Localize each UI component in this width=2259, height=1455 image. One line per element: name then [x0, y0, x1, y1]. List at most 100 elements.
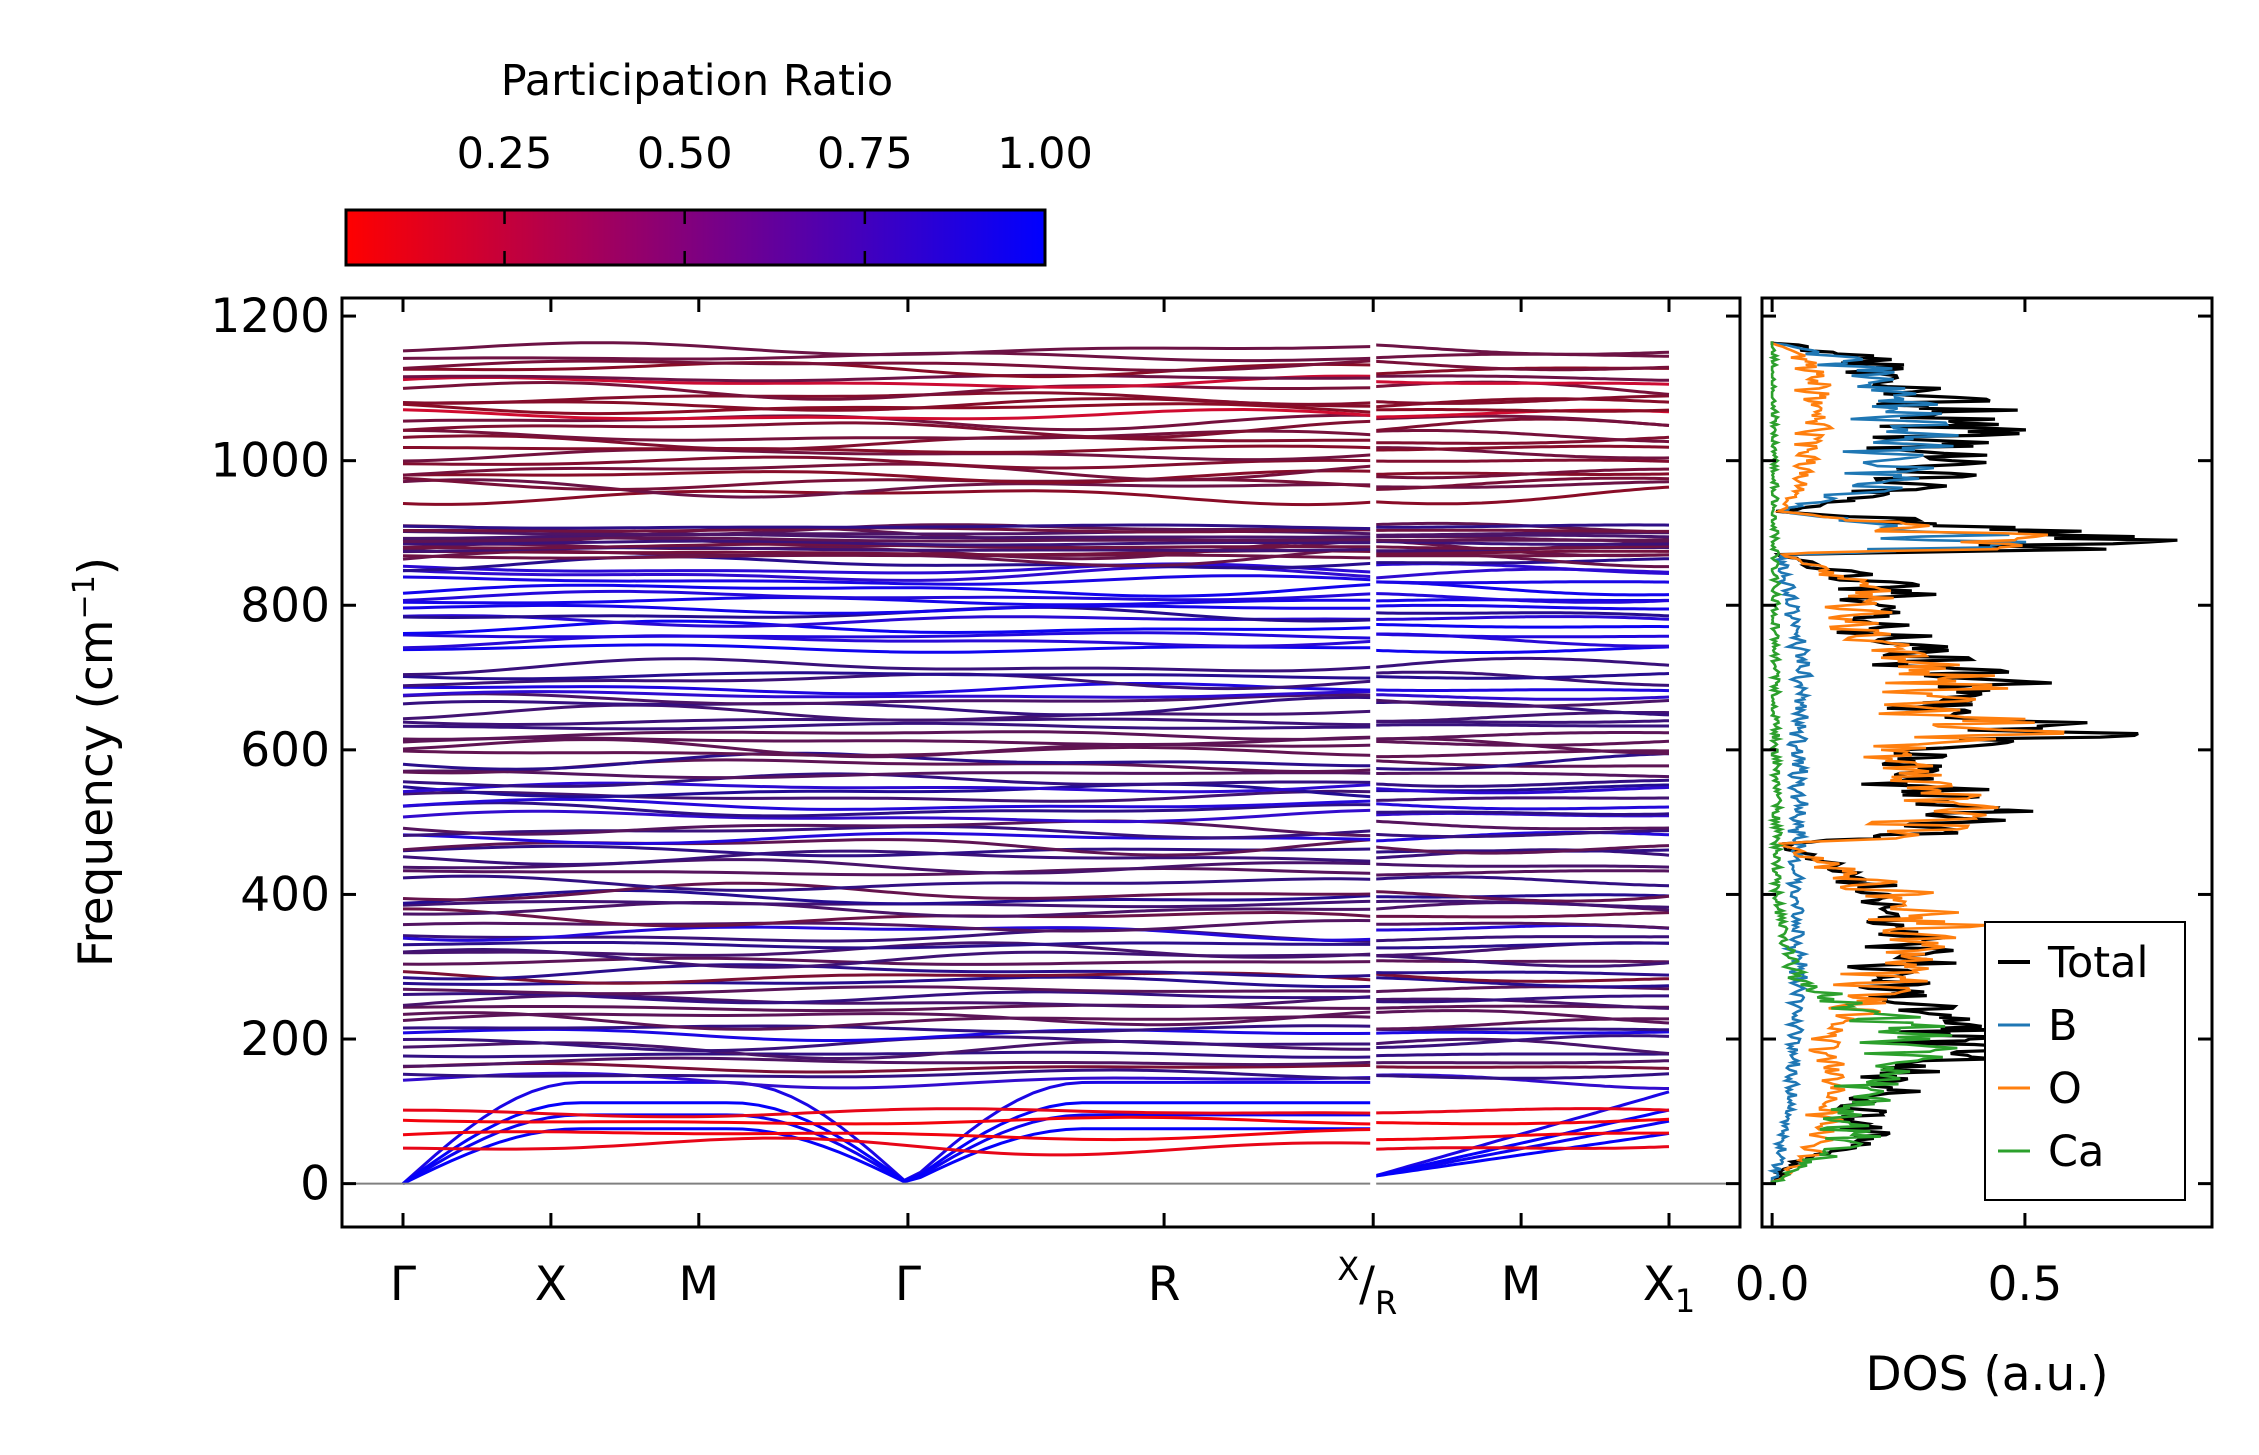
dos-plot: 0.0 0.5 DOS (a.u.) Total BO Ca — [1735, 296, 2214, 1402]
x-tick-label: X1 — [1643, 1257, 1696, 1320]
band-line — [1373, 632, 1669, 639]
band-line — [402, 634, 1374, 650]
band-line — [1373, 672, 1670, 680]
band-line — [402, 782, 1374, 799]
band-line — [1373, 528, 1669, 533]
band-line — [402, 941, 1374, 950]
band-line — [402, 881, 1374, 902]
band-line — [402, 1062, 1374, 1074]
band-line — [1373, 1052, 1669, 1058]
band-line — [1373, 394, 1670, 405]
dos-x-axis-label: DOS (a.u.) — [1865, 1347, 2108, 1402]
band-line — [402, 801, 1374, 818]
band-line — [402, 907, 1374, 928]
band-line — [402, 1128, 1374, 1142]
band-line — [1373, 540, 1669, 546]
band-line — [1373, 592, 1670, 604]
band-line — [1373, 476, 1670, 492]
band-line — [402, 574, 1374, 586]
band-line — [1373, 954, 1670, 968]
band-line — [402, 789, 1374, 803]
band-line — [402, 657, 1374, 677]
band-line — [403, 361, 1374, 379]
band-line — [402, 695, 1374, 717]
band-line — [1373, 408, 1670, 413]
band-line — [402, 918, 1374, 933]
y-axis-label-close: ) — [69, 557, 124, 575]
band-line — [1373, 374, 1669, 382]
band-line — [1373, 523, 1670, 529]
band-line — [1373, 976, 1670, 989]
band-line — [1373, 997, 1670, 1010]
band-line — [1373, 935, 1669, 943]
band-line — [1373, 1030, 1670, 1035]
band-line — [402, 671, 1374, 681]
y-axis-label: Frequency (cm−1) — [67, 557, 124, 967]
band-line — [1373, 911, 1670, 919]
x-tick-label: Γ — [390, 1257, 416, 1312]
band-line — [403, 539, 1374, 547]
band-line — [1373, 359, 1670, 372]
band-line — [402, 596, 1374, 607]
y-axis-label-text: Frequency (cm — [69, 619, 124, 967]
band-line — [402, 391, 1374, 406]
band-line — [1373, 810, 1670, 816]
x-tick-label: M — [1501, 1257, 1542, 1312]
band-line — [1373, 771, 1670, 779]
band-line — [1373, 844, 1670, 855]
band-line — [402, 523, 1374, 531]
band-line — [402, 1136, 1374, 1157]
band-line — [1373, 698, 1670, 708]
band-line — [402, 589, 1374, 602]
band-line — [1373, 645, 1670, 654]
band-line — [402, 562, 1374, 575]
band-line — [1373, 1131, 1669, 1142]
band-line — [402, 889, 1374, 906]
band-line — [1373, 580, 1670, 585]
y-axis-label-superscript: −1 — [67, 575, 102, 619]
band-line — [402, 489, 1374, 507]
band-line — [1373, 862, 1670, 869]
band-line — [402, 631, 1374, 640]
band-line — [1373, 693, 1670, 701]
x-axis-ticks: Γ X M Γ R X/R M X1 — [390, 298, 1695, 1322]
band-line — [1373, 785, 1670, 795]
band-line — [402, 407, 1374, 421]
band-line — [402, 434, 1374, 451]
band-line — [402, 1027, 1374, 1042]
dos-axis-ticks: 0.0 0.5 — [1735, 298, 2212, 1312]
colorbar-tick-label: 0.75 — [817, 129, 913, 179]
band-line — [402, 797, 1374, 811]
band-line — [402, 692, 1374, 706]
band-line — [402, 1050, 1374, 1059]
band-line — [1373, 829, 1670, 839]
band-line — [402, 985, 1374, 996]
band-line — [402, 990, 1374, 1005]
band-line — [1373, 688, 1670, 693]
band-line — [1373, 731, 1669, 741]
band-line — [1373, 890, 1670, 903]
band-line — [402, 462, 1374, 482]
band-line — [402, 1115, 1374, 1126]
band-line — [1373, 1117, 1670, 1126]
band-line — [402, 745, 1374, 758]
band-line — [1373, 611, 1670, 618]
band-line — [402, 963, 1374, 981]
band-line — [402, 619, 1374, 635]
band-line — [1373, 819, 1670, 831]
band-line — [402, 735, 1374, 747]
band-line — [402, 1068, 1374, 1080]
band-line — [402, 956, 1374, 966]
band-line — [1373, 959, 1670, 964]
colorbar-ticks: 0.25 0.50 0.75 1.00 — [457, 129, 1093, 265]
band-line — [402, 721, 1374, 731]
colorbar-tick-label: 0.50 — [637, 129, 733, 179]
x-tick-label: M — [679, 1257, 720, 1312]
band-line — [402, 553, 1374, 560]
band-line — [1373, 802, 1670, 811]
band-line — [1373, 893, 1670, 899]
colorbar-title: Participation Ratio — [501, 56, 894, 106]
band-line — [1373, 778, 1670, 788]
band-line — [1373, 796, 1669, 802]
